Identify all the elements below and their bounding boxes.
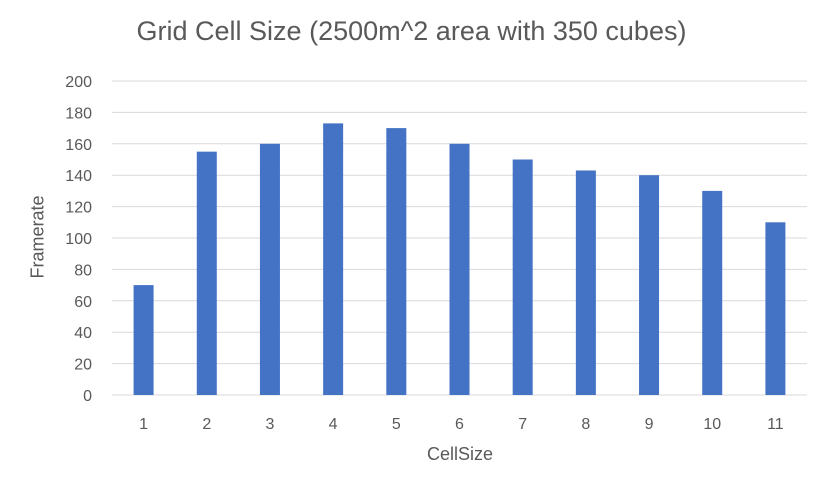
y-tick-label: 80 [74,262,92,279]
x-tick-label: 8 [581,416,590,433]
bar [386,128,407,395]
x-tick-label: 3 [266,416,275,433]
y-tick-label: 60 [74,294,92,311]
y-tick-label: 20 [74,357,92,374]
bar [702,190,723,395]
bar [575,170,596,395]
y-tick-label: 120 [65,200,92,217]
y-tick-label: 40 [74,325,92,342]
x-tick-label: 1 [139,416,148,433]
bar [765,222,786,395]
bar [512,159,533,395]
bar [323,123,344,395]
x-axis-label: CellSize [426,444,494,464]
bar [133,285,154,395]
chart-title: Grid Cell Size (2500m^2 area with 350 cu… [136,16,687,46]
x-tick-label: 2 [202,416,211,433]
y-tick-label: 100 [65,231,92,248]
x-tick-label: 5 [392,416,401,433]
x-tick-label: 10 [703,416,721,433]
y-tick-label: 0 [83,388,92,405]
x-tick-label: 4 [329,416,338,433]
y-tick-label: 200 [65,74,92,91]
y-tick-label: 140 [65,168,92,185]
bar [449,143,470,395]
x-tick-label: 9 [645,416,654,433]
bar [639,175,660,395]
bar [196,151,217,395]
x-tick-label: 11 [767,416,784,433]
x-tick-label: 7 [518,416,527,433]
bar [259,143,280,395]
y-axis-label: Framerate [27,195,48,279]
y-tick-label: 180 [65,105,92,122]
x-tick-label: 6 [455,416,464,433]
y-tick-label: 160 [65,137,92,154]
